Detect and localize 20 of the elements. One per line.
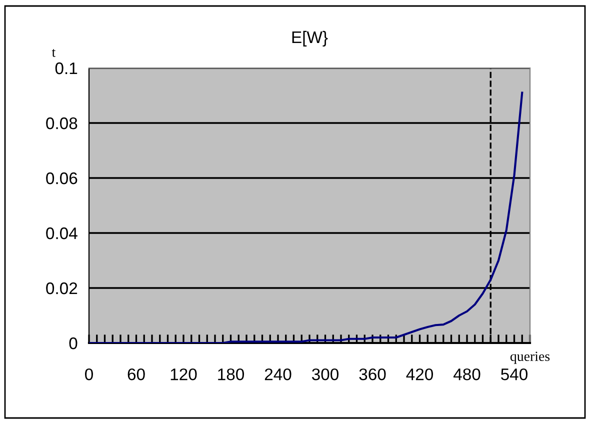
x-tick-label: 300 xyxy=(312,368,339,380)
y-tick-label: 0.06 xyxy=(46,172,78,184)
x-tick-label: 480 xyxy=(453,368,480,380)
chart-title: E[W} xyxy=(292,30,328,46)
y-tick-label: 0.08 xyxy=(46,117,78,130)
y-tick-label: 0.02 xyxy=(46,282,78,294)
x-tick-label: 120 xyxy=(170,368,197,380)
y-tick-label: 0.1 xyxy=(55,62,78,74)
line-series xyxy=(89,92,524,343)
y-axis-title: t xyxy=(52,48,56,57)
x-tick-label: 0 xyxy=(85,368,93,380)
y-tick-label: 0.04 xyxy=(46,227,78,240)
x-tick-label: 540 xyxy=(501,368,528,380)
x-axis-title: queries xyxy=(510,352,550,364)
x-tick-label: 240 xyxy=(264,368,292,380)
x-tick-label: 360 xyxy=(359,368,386,380)
x-tick-label: 180 xyxy=(218,368,244,380)
x-tick-label: 420 xyxy=(406,368,434,380)
x-tick-label: 60 xyxy=(128,368,145,380)
y-tick-label: 0 xyxy=(69,337,78,350)
